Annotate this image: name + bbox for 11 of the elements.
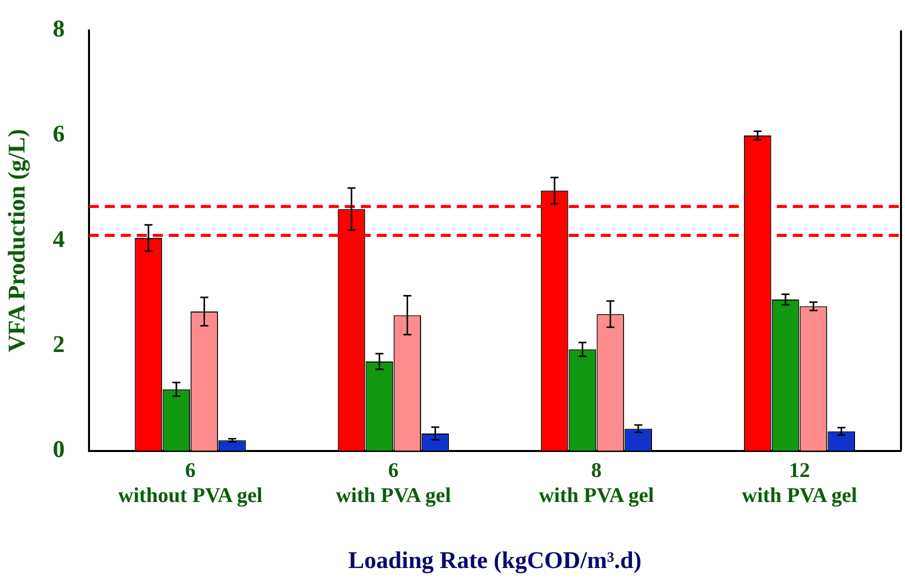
x-axis-title: Loading Rate (kgCOD/m³.d) <box>348 548 642 574</box>
y-tick-label: 4 <box>52 226 65 253</box>
x-tick-label: 6 with PVA gel <box>336 458 452 508</box>
x-tick-label: 12 with PVA gel <box>742 458 858 508</box>
y-tick-label: 8 <box>52 16 65 43</box>
x-tick-label: 8 with PVA gel <box>538 458 654 508</box>
x-tick-label: 6 without PVA gel <box>118 458 263 508</box>
y-axis-title: VFA Production (g/L) <box>4 129 31 352</box>
y-tick-label: 0 <box>52 437 65 464</box>
y-tick-label: 6 <box>52 122 65 148</box>
y-tick-label: 2 <box>52 332 65 358</box>
